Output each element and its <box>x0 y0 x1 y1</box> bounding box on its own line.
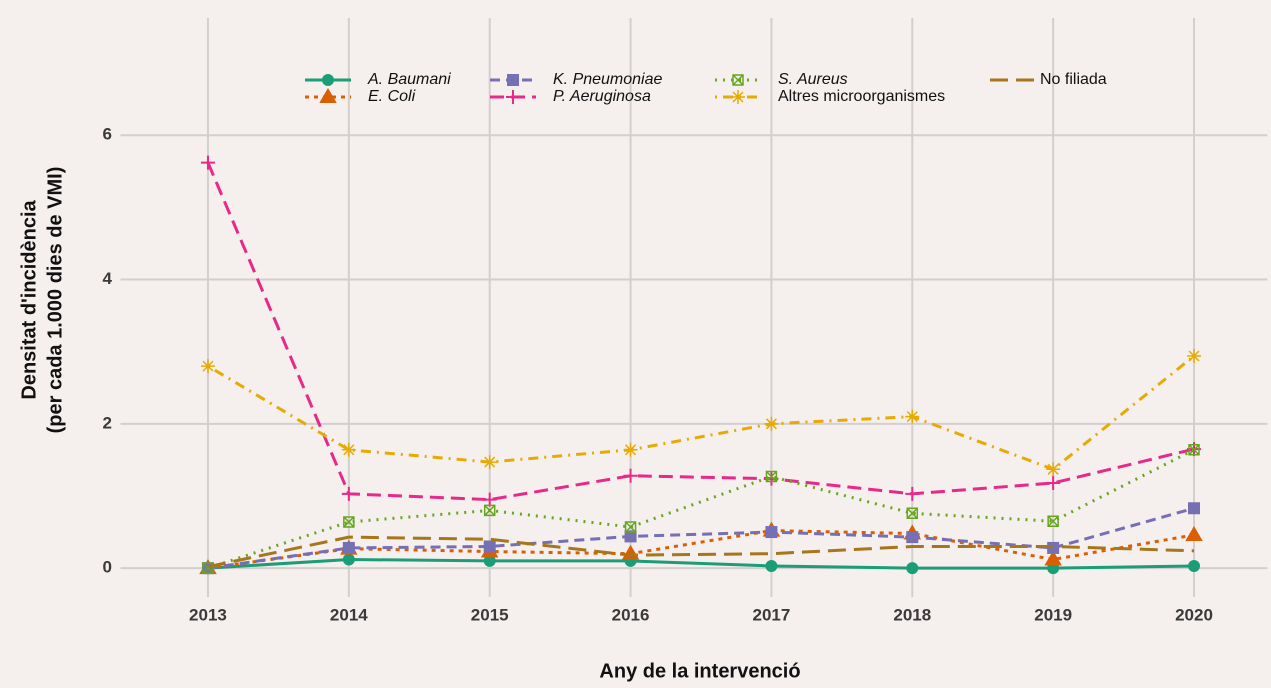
marker <box>906 531 919 544</box>
legend-text: Altres microorganismes <box>778 88 945 105</box>
marker <box>200 155 215 170</box>
marker <box>482 492 497 507</box>
legend-text: A. Baumani <box>367 71 451 88</box>
marker <box>623 468 638 483</box>
y-tick-label: 6 <box>103 125 112 144</box>
marker <box>483 540 496 553</box>
marker <box>1046 476 1061 490</box>
legend-text: No filiada <box>1040 71 1107 88</box>
marker <box>200 359 215 374</box>
marker <box>341 486 356 501</box>
series <box>200 155 1202 507</box>
marker <box>905 409 920 424</box>
marker <box>322 74 334 86</box>
legend-item: S. Aureus <box>715 71 848 88</box>
y-tick-label: 2 <box>103 413 112 432</box>
x-axis-title: Any de la intervenció <box>599 660 800 682</box>
marker <box>1188 444 1200 456</box>
legend-item: K. Pneumoniae <box>490 71 663 88</box>
marker <box>506 90 520 104</box>
legend-text: E. Coli <box>368 88 416 105</box>
marker <box>507 74 519 86</box>
marker <box>905 486 920 501</box>
series <box>202 444 1200 574</box>
marker <box>483 504 496 517</box>
legend-text: P. Aeruginosa <box>553 88 651 105</box>
legend-item: E. Coli <box>305 88 416 105</box>
marker <box>1188 502 1201 515</box>
x-tick-label: 2020 <box>1175 605 1213 624</box>
line <box>207 506 1195 570</box>
legend-text: S. Aureus <box>778 71 848 88</box>
x-tick-label: 2019 <box>1034 605 1072 624</box>
marker <box>342 553 355 566</box>
marker <box>906 562 919 575</box>
marker <box>1047 515 1059 527</box>
marker <box>731 90 745 104</box>
marker <box>1046 462 1061 477</box>
line <box>207 557 1195 570</box>
marker <box>624 530 637 543</box>
marker <box>342 541 355 554</box>
marker <box>1188 559 1201 572</box>
marker <box>621 544 640 560</box>
marker <box>1044 550 1062 566</box>
legend-item: Altres microorganismes <box>715 88 945 105</box>
series <box>200 349 1202 477</box>
legend-item: P. Aeruginosa <box>490 88 651 105</box>
line <box>207 535 1195 569</box>
x-tick-label: 2013 <box>189 605 227 624</box>
marker <box>1185 525 1203 541</box>
marker <box>343 516 355 528</box>
marker <box>732 74 744 86</box>
marker <box>765 470 778 483</box>
x-tick-label: 2016 <box>612 605 650 624</box>
marker <box>624 521 637 533</box>
marker <box>319 88 337 103</box>
legend-text: K. Pneumoniae <box>553 71 663 88</box>
marker <box>764 416 779 431</box>
marker <box>482 455 497 470</box>
x-tick-label: 2014 <box>330 605 368 624</box>
y-axis-title: Densitat d'incidència <box>18 200 40 400</box>
marker <box>1187 349 1202 364</box>
y-tick-label: 0 <box>103 558 112 577</box>
marker <box>765 559 778 572</box>
y-tick-label: 4 <box>103 269 113 288</box>
line <box>206 162 1195 502</box>
marker <box>765 526 778 539</box>
series <box>207 535 1195 569</box>
x-tick-label: 2015 <box>471 605 509 624</box>
line <box>207 354 1195 471</box>
marker <box>906 507 919 520</box>
marker <box>623 442 638 457</box>
legend-item: A. Baumani <box>305 71 451 88</box>
y-axis-title: (per cada 1.000 dies de VMI) <box>44 167 66 434</box>
x-tick-label: 2017 <box>753 605 791 624</box>
x-tick-label: 2018 <box>893 605 931 624</box>
marker <box>341 442 356 457</box>
legend-item: No filiada <box>990 71 1107 88</box>
